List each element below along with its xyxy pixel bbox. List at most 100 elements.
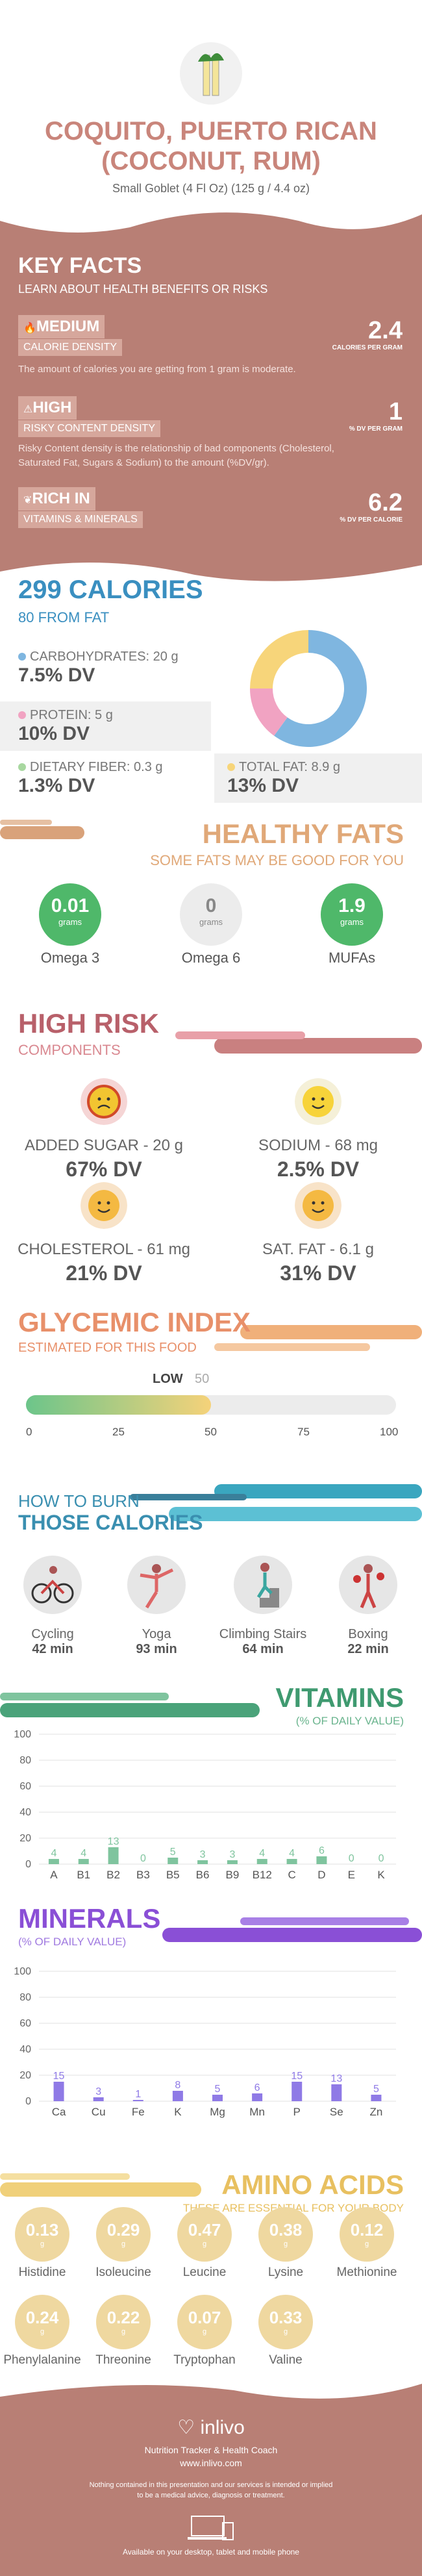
calorie-density-desc: The amount of calories you are getting f… bbox=[18, 364, 296, 375]
glycemic-title: GLYCEMIC INDEX bbox=[18, 1307, 251, 1337]
climbing-stairs-label: Climbing Stairs bbox=[219, 1627, 307, 1641]
neutral-face-icon bbox=[295, 1182, 341, 1229]
donut-slice-protein bbox=[250, 688, 288, 736]
vitamins-unit: % DV PER CALORIE bbox=[340, 516, 403, 524]
amino-circle-histidine: 0.13 g bbox=[15, 2207, 69, 2262]
bar-mn bbox=[252, 2093, 263, 2101]
y-tick-label: 40 bbox=[19, 2044, 31, 2055]
minerals-section: MINERALS (% OF DAILY VALUE) 100 80 60 40 20 0… bbox=[0, 1903, 422, 2143]
bar-value-label: 3 bbox=[200, 1849, 206, 1860]
y-tick-label: 100 bbox=[14, 1729, 31, 1740]
amino-circle-isoleucine: 0.29 g bbox=[96, 2207, 151, 2262]
neutral-face-icon bbox=[81, 1182, 127, 1229]
boxing-time: 22 min bbox=[347, 1642, 389, 1656]
x-tick-label: B5 bbox=[166, 1869, 180, 1881]
x-tick-label: B1 bbox=[77, 1869, 90, 1881]
risky-density-desc: Risky Content density is the relationshi… bbox=[18, 443, 334, 468]
fat-dot bbox=[227, 763, 235, 771]
amino-circle-leucine: 0.47 g bbox=[177, 2207, 232, 2262]
bar-value-label: 3 bbox=[229, 1849, 235, 1860]
x-tick-label: B3 bbox=[136, 1869, 150, 1881]
bar-value-label: 13 bbox=[330, 2073, 342, 2084]
x-tick-label: B6 bbox=[196, 1869, 210, 1881]
bar-a bbox=[48, 1859, 59, 1864]
glycemic-decoration bbox=[214, 1325, 422, 1351]
bar-value-label: 3 bbox=[95, 2086, 101, 2097]
risk-decoration bbox=[175, 1031, 422, 1054]
bar-value-label: 5 bbox=[215, 2084, 221, 2095]
page-title-line1: COQUITO, PUERTO RICAN bbox=[45, 117, 377, 145]
coquito-drink-icon bbox=[180, 42, 242, 105]
vitamins-label: VITAMINS & MINERALS bbox=[18, 511, 143, 528]
glycemic-section: GLYCEMIC INDEX ESTIMATED FOR THIS FOOD L… bbox=[0, 1299, 422, 1461]
minerals-bar-chart: 100 80 60 40 20 0 15 Ca 3 Cu 1 Fe 8 K 5 Mg 6 Mn 15 P 13 Se 5 Zn bbox=[14, 1966, 396, 2118]
bar-se bbox=[331, 2084, 342, 2101]
risky-density-label: RISKY CONTENT DENSITY bbox=[18, 420, 160, 437]
minerals-decoration bbox=[162, 1917, 422, 1942]
sat-fat-label: SAT. FAT - 6.1 g bbox=[262, 1241, 375, 1258]
wave-divider bbox=[0, 2377, 422, 2399]
amino-label-threonine: Threonine bbox=[95, 2353, 151, 2367]
glycemic-level: LOW bbox=[153, 1372, 183, 1386]
cycling-time: 42 min bbox=[32, 1642, 73, 1656]
bar-value-label: 15 bbox=[53, 2071, 65, 2082]
risk-subtitle: COMPONENTS bbox=[18, 1042, 121, 1058]
yoga-time: 93 min bbox=[136, 1642, 177, 1656]
x-tick-label: Zn bbox=[370, 2106, 383, 2118]
x-tick-label: Se bbox=[330, 2106, 343, 2118]
amino-label-histidine: Histidine bbox=[18, 2266, 66, 2279]
y-tick-label: 80 bbox=[19, 1755, 31, 1766]
heart-icon: ♡ bbox=[177, 2417, 195, 2438]
bar-value-label: 4 bbox=[289, 1848, 295, 1859]
bar-b6 bbox=[197, 1860, 208, 1864]
bar-value-label: 1 bbox=[135, 2089, 141, 2100]
glycemic-subtitle: ESTIMATED FOR THIS FOOD bbox=[18, 1341, 197, 1355]
nutrient-fiber: DIETARY FIBER: 0.3 g 1.3% DV bbox=[18, 760, 163, 796]
minerals-title: MINERALS bbox=[18, 1903, 161, 1934]
burn-decoration bbox=[130, 1484, 422, 1521]
vitamins-level: ❦RICH IN bbox=[18, 487, 95, 511]
bar-value-label: 0 bbox=[349, 1853, 354, 1864]
amino-label-valine: Valine bbox=[269, 2353, 303, 2367]
glycemic-bar-fill bbox=[26, 1395, 211, 1415]
omega6-label: Omega 6 bbox=[181, 950, 241, 966]
y-tick-label: 20 bbox=[19, 2070, 31, 2081]
key-facts-subtitle: LEARN ABOUT HEALTH BENEFITS OR RISKS bbox=[18, 283, 268, 296]
cholesterol-dv: 21% DV bbox=[66, 1261, 142, 1285]
fats-decoration bbox=[0, 820, 84, 839]
calories-title: 299 CALORIES bbox=[18, 575, 203, 604]
inlivo-logo: ♡ inlivo bbox=[177, 2417, 245, 2438]
footer-disclaimer-1: Nothing contained in this presentation a… bbox=[89, 2481, 333, 2489]
bar-cu bbox=[93, 2097, 104, 2101]
vitamins-value: 6.2 bbox=[368, 489, 403, 516]
burn-title-2: THOSE CALORIES bbox=[18, 1511, 203, 1534]
climbing-stairs-time: 64 min bbox=[242, 1642, 284, 1656]
x-tick-label: D bbox=[317, 1869, 325, 1881]
footer-url[interactable]: www.inlivo.com bbox=[180, 2458, 242, 2468]
amino-circle-phenylalanine: 0.24 g bbox=[15, 2295, 69, 2349]
amino-circle-tryptophan: 0.07 g bbox=[177, 2295, 232, 2349]
nutrient-fat: TOTAL FAT: 8.9 g 13% DV bbox=[214, 753, 422, 803]
omega3-circle: 0.01 grams bbox=[39, 883, 101, 946]
bar-mg bbox=[212, 2095, 223, 2101]
bar-b2 bbox=[108, 1847, 119, 1864]
amino-label-methionine: Methionine bbox=[336, 2266, 397, 2279]
fats-subtitle: SOME FATS MAY BE GOOD FOR YOU bbox=[150, 852, 404, 868]
amino-section: AMINO ACIDS THESE ARE ESSENTIAL FOR YOUR… bbox=[0, 2169, 422, 2377]
glycemic-value: 50 bbox=[195, 1372, 210, 1386]
bar-value-label: 0 bbox=[379, 1853, 384, 1864]
footer-tagline: Nutrition Tracker & Health Coach bbox=[144, 2445, 278, 2455]
bar-fe bbox=[132, 2100, 143, 2101]
high-risk-section: HIGH RISK COMPONENTS ADDED SUGAR - 20 g … bbox=[0, 1000, 422, 1286]
amino-circle-valine: 0.33 g bbox=[258, 2295, 313, 2349]
fats-title: HEALTHY FATS bbox=[202, 818, 404, 849]
bar-value-label: 15 bbox=[291, 2071, 303, 2082]
sodium-dv: 2.5% DV bbox=[277, 1157, 360, 1181]
amino-label-lysine: Lysine bbox=[267, 2266, 304, 2279]
bar-p bbox=[292, 2082, 303, 2101]
calories-from-fat: 80 FROM FAT bbox=[18, 609, 110, 625]
x-tick-label: B2 bbox=[106, 1869, 120, 1881]
mufas-label: MUFAs bbox=[328, 950, 376, 966]
x-tick-label: A bbox=[50, 1869, 58, 1881]
bar-value-label: 4 bbox=[259, 1848, 265, 1859]
